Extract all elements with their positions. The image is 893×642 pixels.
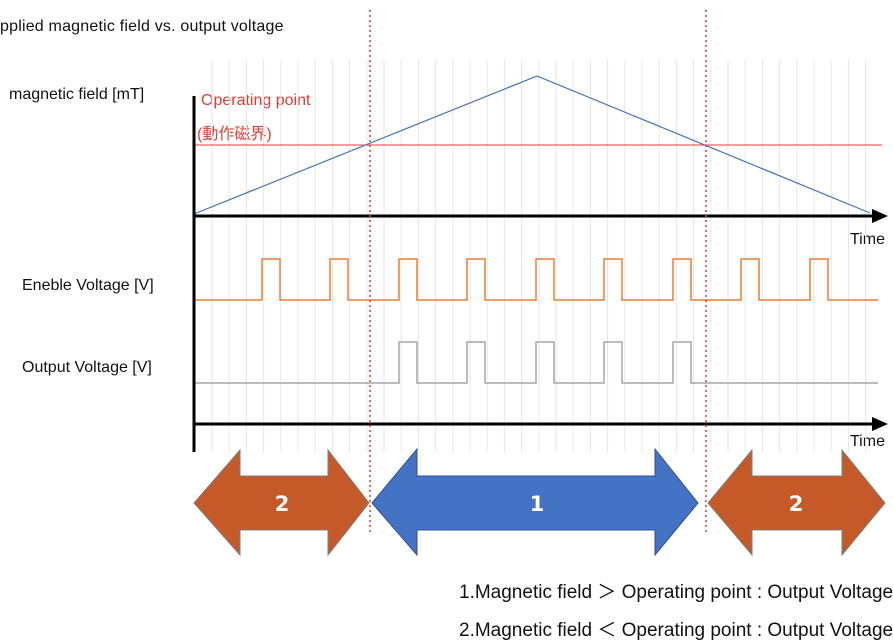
output-voltage-label: Output Voltage [V] [22, 359, 152, 376]
diagram-title: pplied magnetic field vs. output voltage [0, 18, 284, 35]
operating-point-label: Operating point [201, 92, 311, 109]
time-axis-bottom-arrowhead [872, 417, 888, 431]
grid-lines [211, 60, 867, 452]
enable-voltage-label: Eneble Voltage [V] [22, 277, 154, 294]
magnetic-field-line [193, 75, 871, 215]
region-number: 2 [789, 492, 804, 516]
operating-point-jp-label: (動作磁界) [197, 126, 272, 143]
time-axis-label-top: Time [850, 231, 885, 248]
region-arrow-center: 1 [371, 447, 699, 557]
region-number: 2 [275, 492, 290, 516]
magnetic-field-axis-label: magnetic field [mT] [9, 86, 145, 103]
region-number: 1 [530, 492, 545, 516]
legend-note-1: 1.Magnetic field ＞ Operating point : Out… [459, 582, 893, 603]
time-axis-label-bottom: Time [850, 433, 885, 450]
output-voltage-signal [194, 341, 878, 384]
region-arrow-right: 2 [707, 448, 886, 557]
time-axis-top-arrowhead [872, 209, 888, 223]
region-arrow-left: 2 [193, 448, 370, 557]
enable-voltage-signal [194, 258, 878, 301]
legend-note-2: 2.Magnetic field ＜ Operating point : Out… [459, 620, 893, 641]
